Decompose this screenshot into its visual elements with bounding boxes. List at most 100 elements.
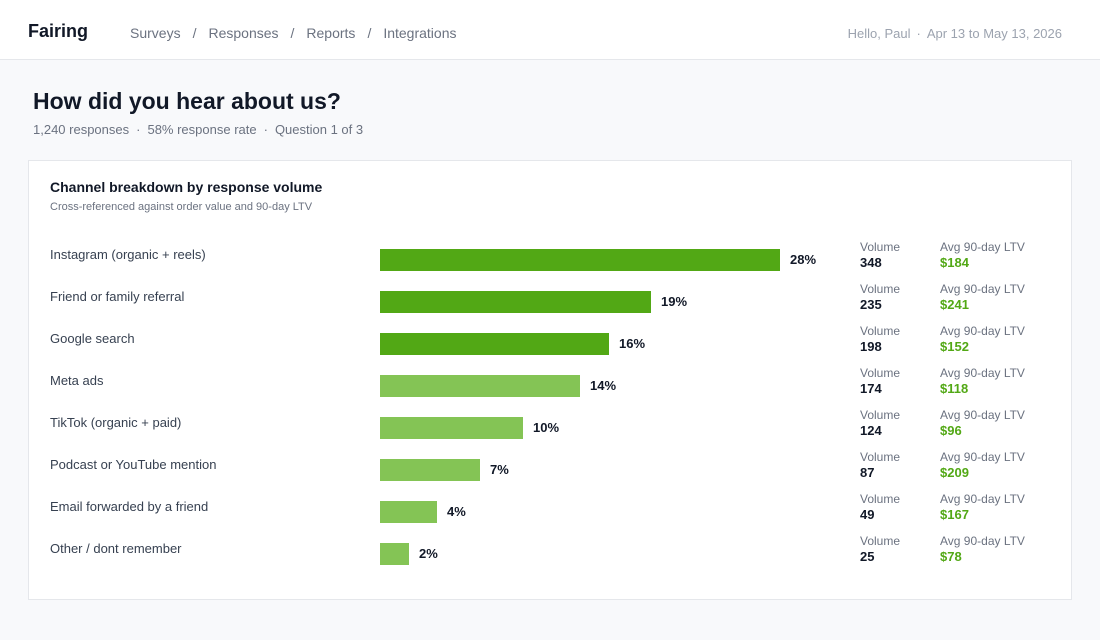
channel-label: Other / dont remember: [50, 541, 182, 556]
channel-row: Meta ads 14% Volume 174 Avg 90-day LTV $118: [29, 366, 1073, 415]
bar-value-label: 2%: [419, 546, 438, 561]
ltv-stat: Avg 90-day LTV $152: [940, 324, 1025, 355]
channel-bar[interactable]: [380, 249, 780, 271]
volume-value: 174: [860, 381, 882, 396]
volume-stat: Volume 87: [860, 450, 900, 481]
bar-value-label: 10%: [533, 420, 560, 435]
question-index: Question 1 of 3: [274, 122, 364, 137]
brand-logo[interactable]: Fairing: [28, 21, 89, 41]
volume-label: Volume: [860, 408, 901, 422]
volume-label: Volume: [860, 282, 901, 296]
volume-stat: Volume 25: [860, 534, 900, 565]
channel-row: Podcast or YouTube mention 7% Volume 87 Avg …: [29, 450, 1073, 499]
ltv-value: $167: [940, 507, 969, 522]
ltv-stat: Avg 90-day LTV $78: [940, 534, 1025, 565]
nav-integrations[interactable]: Integrations: [383, 25, 457, 41]
ltv-value: $96: [940, 423, 962, 438]
ltv-label: Avg 90-day LTV: [940, 492, 1025, 506]
bar-value-label: 19%: [661, 294, 688, 309]
channel-row: Friend or family referral 19% Volume 235 Avg…: [29, 282, 1073, 331]
channel-label: Podcast or YouTube mention: [50, 457, 217, 472]
channel-breakdown-card: Channel breakdown by response volume Cro…: [28, 160, 1072, 600]
channel-row: TikTok (organic + paid) 10% Volume 124 Avg 9…: [29, 408, 1073, 457]
ltv-label: Avg 90-day LTV: [940, 282, 1025, 296]
bar-value-label: 14%: [590, 378, 617, 393]
channel-row: Other / dont remember 2% Volume 25 Avg 90-da…: [29, 534, 1073, 583]
ltv-value: $78: [940, 549, 962, 564]
meta-dot: ·: [916, 26, 921, 41]
ltv-label: Avg 90-day LTV: [940, 324, 1025, 338]
nav-responses[interactable]: Responses: [208, 25, 279, 41]
nav-separator: /: [367, 25, 372, 41]
volume-value: 124: [860, 423, 882, 438]
nav-reports[interactable]: Reports: [306, 25, 356, 41]
breadcrumb-nav: Surveys / Responses / Reports / Integrat…: [130, 25, 457, 41]
channel-bar[interactable]: [380, 459, 480, 481]
volume-value: 198: [860, 339, 882, 354]
stats-dot: ·: [263, 122, 268, 137]
ltv-label: Avg 90-day LTV: [940, 450, 1025, 464]
volume-stat: Volume 235: [860, 282, 900, 313]
ltv-label: Avg 90-day LTV: [940, 240, 1025, 254]
ltv-value: $152: [940, 339, 969, 354]
ltv-label: Avg 90-day LTV: [940, 534, 1025, 548]
response-count: 1,240 responses: [33, 122, 130, 137]
channel-bar[interactable]: [380, 417, 523, 439]
volume-value: 348: [860, 255, 882, 270]
channel-label: Google search: [50, 331, 135, 346]
chart-subtitle: Cross-referenced against order value and…: [50, 201, 313, 213]
volume-label: Volume: [860, 450, 901, 464]
response-rate: 58% response rate: [147, 122, 257, 137]
volume-stat: Volume 49: [860, 492, 900, 523]
bar-value-label: 7%: [490, 462, 509, 477]
ltv-value: $184: [940, 255, 969, 270]
ltv-stat: Avg 90-day LTV $241: [940, 282, 1025, 313]
volume-value: 87: [860, 465, 875, 480]
top-bar: Fairing Surveys / Responses / Reports / …: [0, 0, 1100, 60]
ltv-label: Avg 90-day LTV: [940, 408, 1025, 422]
channel-row: Google search 16% Volume 198 Avg 90-day LTV $…: [29, 324, 1073, 373]
channel-label: Meta ads: [50, 373, 104, 388]
ltv-label: Avg 90-day LTV: [940, 366, 1025, 380]
channel-bar[interactable]: [380, 291, 651, 313]
nav-separator: /: [290, 25, 295, 41]
volume-stat: Volume 174: [860, 366, 900, 397]
date-range[interactable]: Apr 13 to May 13, 2026: [926, 26, 1062, 41]
channel-label: TikTok (organic + paid): [50, 415, 182, 430]
channel-row: Instagram (organic + reels) 28% Volume 348 A…: [29, 240, 1073, 289]
channel-bar[interactable]: [380, 333, 609, 355]
volume-label: Volume: [860, 534, 901, 548]
ltv-stat: Avg 90-day LTV $209: [940, 450, 1025, 481]
volume-label: Volume: [860, 324, 901, 338]
volume-label: Volume: [860, 492, 901, 506]
nav-separator: /: [192, 25, 197, 41]
user-greeting[interactable]: Hello, Paul: [847, 26, 911, 41]
ltv-stat: Avg 90-day LTV $167: [940, 492, 1025, 523]
question-stats: 1,240 responses · 58% response rate · Qu…: [33, 122, 363, 137]
ltv-value: $241: [940, 297, 969, 312]
ltv-stat: Avg 90-day LTV $184: [940, 240, 1025, 271]
ltv-value: $209: [940, 465, 969, 480]
nav-surveys[interactable]: Surveys: [130, 25, 181, 41]
bar-value-label: 4%: [447, 504, 466, 519]
ltv-value: $118: [940, 381, 969, 396]
channel-label: Email forwarded by a friend: [50, 499, 209, 514]
channel-row: Email forwarded by a friend 4% Volume 49 Avg…: [29, 492, 1073, 541]
volume-value: 235: [860, 297, 882, 312]
volume-stat: Volume 198: [860, 324, 900, 355]
channel-bar[interactable]: [380, 375, 580, 397]
channel-bar[interactable]: [380, 543, 409, 565]
channel-label: Friend or family referral: [50, 289, 185, 304]
volume-value: 25: [860, 549, 875, 564]
volume-stat: Volume 124: [860, 408, 900, 439]
channel-bar[interactable]: [380, 501, 437, 523]
volume-stat: Volume 348: [860, 240, 900, 271]
chart-title: Channel breakdown by response volume: [50, 179, 323, 195]
volume-value: 49: [860, 507, 875, 522]
ltv-stat: Avg 90-day LTV $118: [940, 366, 1025, 397]
ltv-stat: Avg 90-day LTV $96: [940, 408, 1025, 439]
bar-value-label: 28%: [790, 252, 817, 267]
channel-label: Instagram (organic + reels): [50, 247, 206, 262]
volume-label: Volume: [860, 366, 901, 380]
page-title: How did you hear about us?: [33, 88, 341, 114]
